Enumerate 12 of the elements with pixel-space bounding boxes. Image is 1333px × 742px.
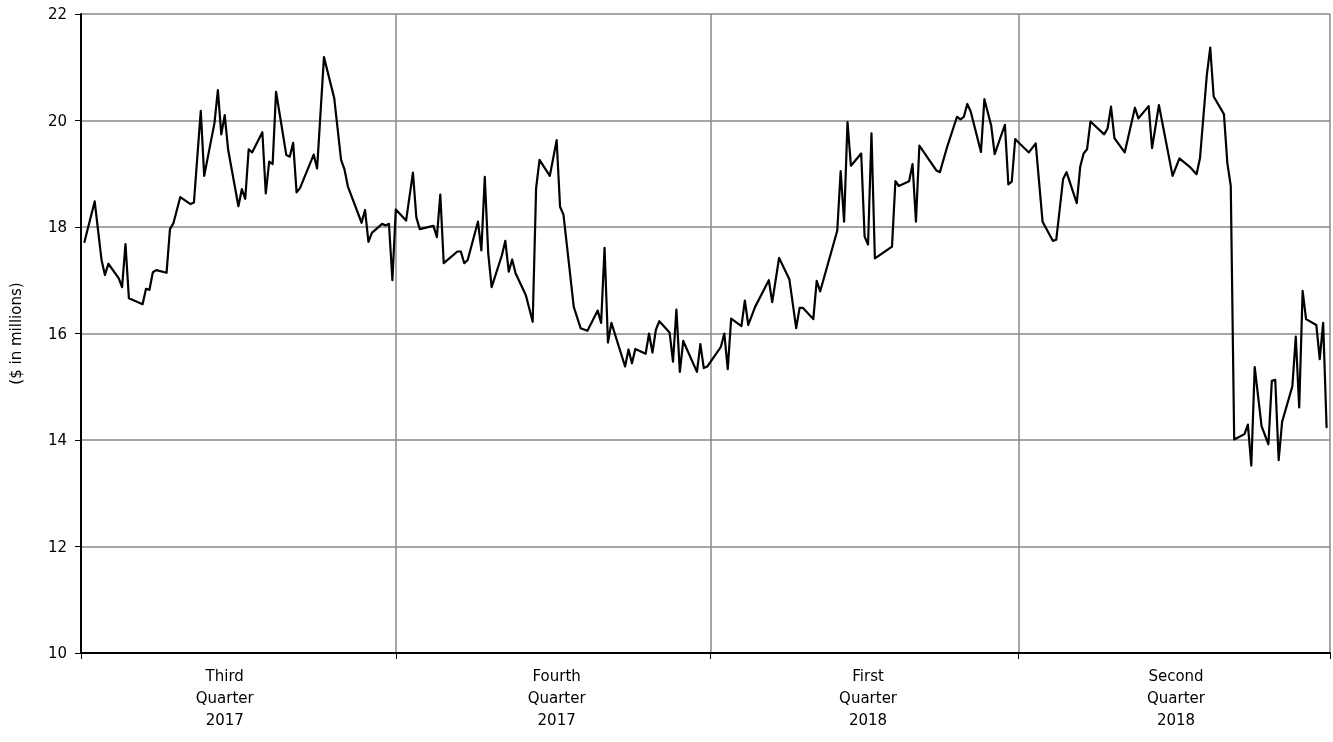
x-tick-label: Second Quarter 2018 (1147, 667, 1206, 729)
y-tick-label: 10 (47, 644, 67, 662)
y-tick-label: 22 (47, 5, 67, 23)
y-tick-label: 20 (47, 111, 67, 130)
x-tick-label: Fourth Quarter 2017 (527, 667, 587, 729)
y-axis-title: ($ in millions) (6, 282, 25, 385)
x-tick-label: Third Quarter 2017 (195, 667, 255, 729)
y-tick-label: 12 (47, 537, 67, 556)
y-tick-label: 18 (47, 218, 67, 236)
y-tick-label: 16 (47, 324, 67, 343)
y-tick-label: 14 (47, 431, 67, 449)
x-tick-label: First Quarter 2018 (839, 667, 898, 729)
